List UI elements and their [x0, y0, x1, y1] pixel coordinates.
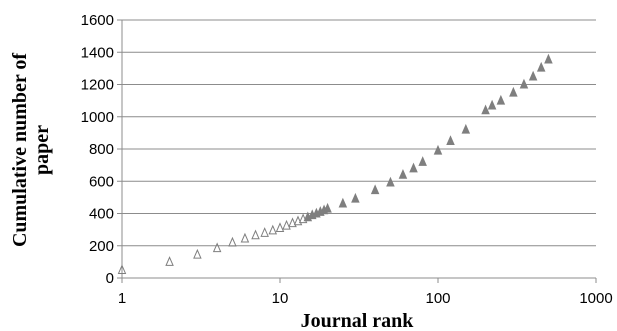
y-tick-label: 1600 [81, 12, 114, 29]
data-point [519, 78, 529, 89]
data-point [487, 99, 497, 110]
data-point [386, 176, 395, 187]
data-point [398, 169, 408, 179]
data-point [268, 224, 278, 235]
data-point [528, 70, 538, 81]
data-point [409, 162, 418, 173]
data-series [117, 53, 553, 274]
data-point [418, 156, 427, 166]
axes [117, 19, 597, 283]
x-tick-label: 1 [118, 290, 126, 307]
x-tick-label: 1000 [579, 290, 612, 307]
data-point [212, 242, 222, 253]
y-tick-label: 1200 [81, 77, 114, 94]
data-point [228, 236, 237, 247]
y-tick-label: 0 [106, 270, 114, 287]
data-point [351, 192, 360, 203]
y-tick-label: 600 [89, 173, 114, 190]
data-point [251, 229, 260, 240]
data-point [260, 227, 269, 237]
data-point [117, 264, 127, 274]
y-tick-label: 1400 [81, 44, 114, 61]
data-point [338, 197, 348, 208]
data-point [509, 86, 518, 97]
series [117, 53, 553, 274]
data-point [240, 232, 250, 243]
data-point [446, 135, 455, 145]
x-tick-label: 100 [425, 290, 450, 307]
data-point [288, 217, 297, 228]
y-tick-label: 400 [89, 206, 114, 223]
data-point [481, 104, 490, 115]
grid-lines [122, 19, 596, 247]
data-point [193, 248, 202, 259]
y-tick-label: 200 [89, 238, 114, 255]
y-axis-title-line: paper [31, 125, 53, 175]
x-tick-labels: 1 10 100 1000 [118, 290, 613, 307]
y-tick-label: 800 [89, 141, 114, 158]
y-axis-title: Cumulative number of paper [9, 53, 53, 247]
data-point [293, 215, 303, 226]
data-point [544, 53, 553, 64]
data-point [536, 61, 546, 72]
data-point [323, 202, 332, 213]
data-point [282, 219, 291, 230]
x-tick-label: 10 [272, 290, 289, 307]
data-point [433, 144, 443, 155]
y-axis-title-line: Cumulative number of [9, 53, 31, 247]
x-axis-title: Journal rank [301, 310, 415, 331]
y-tick-labels: 0 200 400 600 800 1000 1200 1400 1600 [81, 12, 114, 287]
data-point [165, 256, 174, 266]
data-point [496, 94, 506, 105]
data-point [461, 123, 471, 134]
data-point [275, 222, 285, 233]
y-tick-label: 1000 [81, 109, 114, 126]
data-point [370, 184, 380, 195]
